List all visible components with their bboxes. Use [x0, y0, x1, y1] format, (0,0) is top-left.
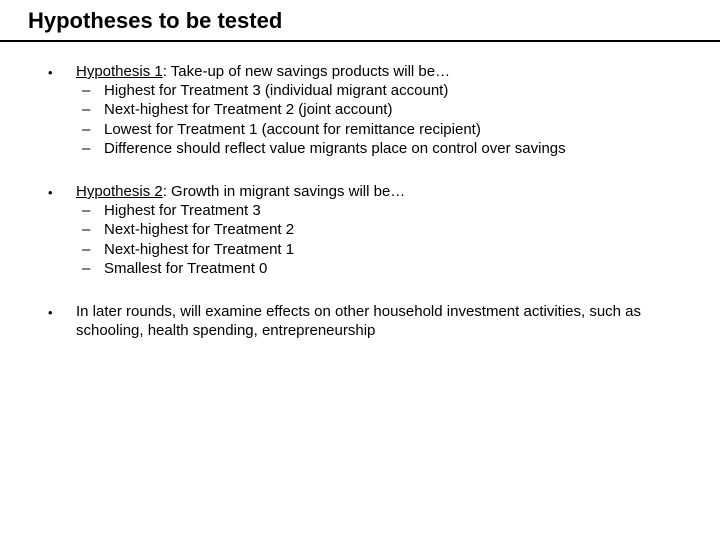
dash-icon: – — [76, 240, 104, 259]
hypothesis-text: : Growth in migrant savings will be… — [163, 183, 406, 200]
bullet-item: • In later rounds, will examine effects … — [36, 302, 684, 340]
bullet-lead: Hypothesis 2: Growth in migrant savings … — [76, 182, 684, 201]
dash-icon: – — [76, 220, 104, 239]
sub-item: –Highest for Treatment 3 (individual mig… — [76, 81, 684, 100]
hypothesis-label: Hypothesis 2 — [76, 183, 163, 200]
dash-icon: – — [76, 201, 104, 220]
plain-text: In later rounds, will examine effects on… — [76, 303, 641, 339]
sub-text: Next-highest for Treatment 1 — [104, 240, 684, 259]
sub-text: Difference should reflect value migrants… — [104, 139, 684, 158]
page-title: Hypotheses to be tested — [28, 8, 692, 34]
dash-icon: – — [76, 81, 104, 100]
bullet-icon: • — [36, 182, 76, 278]
bullet-body: Hypothesis 1: Take-up of new savings pro… — [76, 62, 684, 158]
sub-item: –Next-highest for Treatment 2 (joint acc… — [76, 100, 684, 119]
bullet-item: • Hypothesis 1: Take-up of new savings p… — [36, 62, 684, 158]
sub-item: –Highest for Treatment 3 — [76, 201, 684, 220]
sub-item: –Next-highest for Treatment 2 — [76, 220, 684, 239]
dash-icon: – — [76, 100, 104, 119]
dash-icon: – — [76, 259, 104, 278]
sub-text: Next-highest for Treatment 2 — [104, 220, 684, 239]
sub-list: –Highest for Treatment 3 –Next-highest f… — [76, 201, 684, 278]
title-container: Hypotheses to be tested — [0, 8, 720, 42]
bullet-icon: • — [36, 302, 76, 340]
sub-text: Highest for Treatment 3 (individual migr… — [104, 81, 684, 100]
sub-text: Lowest for Treatment 1 (account for remi… — [104, 120, 684, 139]
hypothesis-text: : Take-up of new savings products will b… — [163, 63, 450, 80]
sub-item: –Lowest for Treatment 1 (account for rem… — [76, 120, 684, 139]
dash-icon: – — [76, 139, 104, 158]
content-area: • Hypothesis 1: Take-up of new savings p… — [0, 42, 720, 340]
bullet-body: Hypothesis 2: Growth in migrant savings … — [76, 182, 684, 278]
sub-item: –Difference should reflect value migrant… — [76, 139, 684, 158]
bullet-lead: In later rounds, will examine effects on… — [76, 302, 684, 340]
bullet-body: In later rounds, will examine effects on… — [76, 302, 684, 340]
dash-icon: – — [76, 120, 104, 139]
sub-text: Smallest for Treatment 0 — [104, 259, 684, 278]
sub-text: Highest for Treatment 3 — [104, 201, 684, 220]
bullet-icon: • — [36, 62, 76, 158]
sub-item: –Next-highest for Treatment 1 — [76, 240, 684, 259]
bullet-lead: Hypothesis 1: Take-up of new savings pro… — [76, 62, 684, 81]
hypothesis-label: Hypothesis 1 — [76, 63, 163, 80]
bullet-item: • Hypothesis 2: Growth in migrant saving… — [36, 182, 684, 278]
sub-text: Next-highest for Treatment 2 (joint acco… — [104, 100, 684, 119]
sub-list: –Highest for Treatment 3 (individual mig… — [76, 81, 684, 158]
sub-item: –Smallest for Treatment 0 — [76, 259, 684, 278]
